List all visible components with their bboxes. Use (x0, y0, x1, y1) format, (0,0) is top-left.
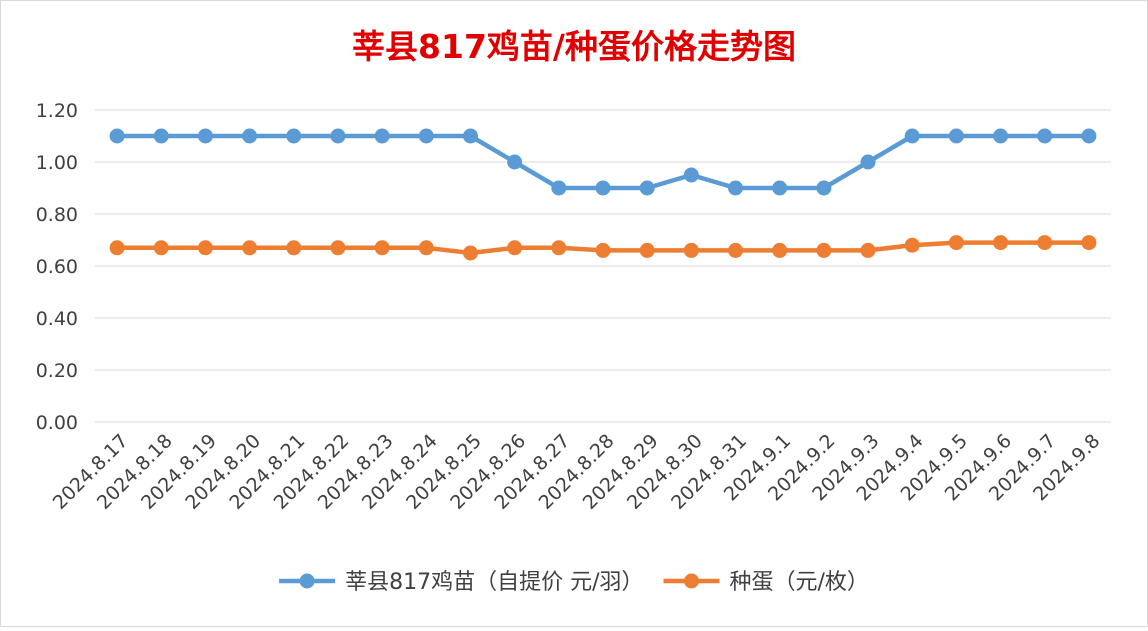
legend-swatch-marker (684, 573, 699, 589)
data-point (197, 128, 213, 144)
data-point (595, 180, 611, 196)
data-point (551, 240, 567, 256)
data-point (286, 240, 302, 256)
data-point (948, 128, 964, 144)
legend-label: 种蛋（元/枚） (730, 570, 869, 595)
data-point (109, 240, 125, 256)
chart-title: 莘县817鸡苗/种蛋价格走势图 (352, 27, 796, 66)
series-2 (109, 235, 1097, 261)
data-point (993, 128, 1009, 144)
data-point (1037, 128, 1053, 144)
data-point (595, 242, 611, 258)
data-point (1081, 128, 1097, 144)
data-point (816, 242, 832, 258)
data-point (728, 180, 744, 196)
data-point (462, 128, 478, 144)
data-point (462, 245, 478, 261)
data-point (330, 240, 346, 256)
data-point (551, 180, 567, 196)
data-point (418, 240, 434, 256)
data-point (1081, 235, 1097, 251)
data-point (948, 235, 964, 251)
data-point (904, 237, 920, 253)
data-point (507, 240, 523, 256)
y-tick-label: 1.00 (36, 152, 78, 174)
data-point (242, 128, 258, 144)
y-tick-label: 0.80 (36, 204, 78, 226)
data-point (242, 240, 258, 256)
data-point (860, 154, 876, 170)
data-point (639, 180, 655, 196)
data-point (374, 128, 390, 144)
data-point (418, 128, 434, 144)
legend: 莘县817鸡苗（自提价 元/羽） 种蛋（元/枚） (279, 570, 869, 595)
y-tick-label: 0.40 (36, 308, 78, 330)
legend-item: 种蛋（元/枚） (663, 570, 869, 595)
data-point (197, 240, 213, 256)
series-1 (109, 128, 1097, 196)
data-point (639, 242, 655, 258)
legend-item: 莘县817鸡苗（自提价 元/羽） (279, 570, 644, 595)
y-tick-label: 0.00 (36, 412, 78, 434)
data-point (507, 154, 523, 170)
y-axis-ticks: 0.00 0.20 0.40 0.60 0.80 1.00 1.20 (36, 100, 78, 434)
data-point (904, 128, 920, 144)
y-tick-label: 0.20 (36, 360, 78, 382)
series-layer (109, 128, 1097, 261)
data-point (286, 128, 302, 144)
legend-swatch-marker (299, 573, 315, 589)
legend-label: 莘县817鸡苗（自提价 元/羽） (345, 570, 643, 595)
data-point (330, 128, 346, 144)
data-point (153, 240, 169, 256)
gridlines (95, 109, 1111, 423)
data-point (816, 180, 832, 196)
data-point (109, 128, 125, 144)
data-point (772, 180, 788, 196)
y-tick-label: 1.20 (36, 100, 78, 122)
data-point (683, 167, 699, 183)
data-point (153, 128, 169, 144)
data-point (1037, 235, 1053, 251)
data-point (728, 242, 744, 258)
y-tick-label: 0.60 (36, 256, 78, 278)
data-point (860, 242, 876, 258)
data-point (993, 235, 1009, 251)
data-point (683, 242, 699, 258)
data-point (772, 242, 788, 258)
data-point (374, 240, 390, 256)
